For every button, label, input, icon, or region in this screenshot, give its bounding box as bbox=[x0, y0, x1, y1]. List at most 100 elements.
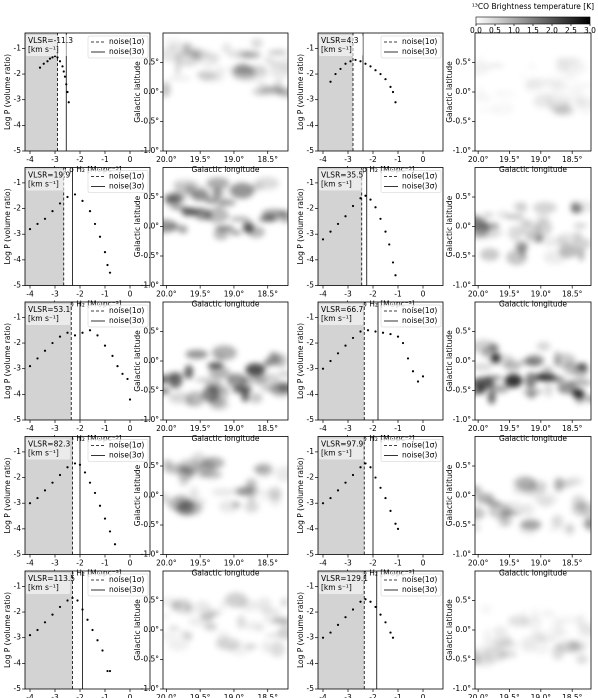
x-tick-label: 19.0° bbox=[531, 693, 552, 698]
data-point bbox=[344, 481, 347, 484]
map-blob bbox=[487, 390, 496, 405]
y-tick-label: -5 bbox=[307, 281, 315, 290]
y-tick-label: 0.5° bbox=[143, 461, 159, 470]
x-axis-label: Galactic longitude bbox=[499, 569, 567, 578]
map-image bbox=[163, 592, 288, 658]
legend-box bbox=[87, 573, 149, 597]
data-point bbox=[73, 193, 77, 196]
data-point bbox=[389, 332, 392, 336]
x-tick-label: 19.0° bbox=[531, 155, 552, 164]
map-blob bbox=[475, 389, 486, 395]
data-point bbox=[389, 85, 392, 88]
data-point bbox=[351, 608, 355, 611]
plot-frame bbox=[317, 436, 444, 555]
colorbar-tick-label: 0.0 bbox=[470, 26, 482, 35]
map-blob bbox=[480, 605, 492, 615]
x-tick-label: 19.5° bbox=[190, 424, 211, 433]
map-blob bbox=[221, 42, 232, 54]
data-point bbox=[336, 352, 340, 355]
x-tick-label: 18.5° bbox=[258, 693, 279, 698]
data-point bbox=[96, 334, 99, 337]
y-axis-label: Log P (volume ratio) bbox=[296, 592, 305, 668]
data-point bbox=[81, 199, 84, 202]
x-axis-label: Galactic longitude bbox=[191, 434, 259, 443]
map-blob bbox=[207, 362, 224, 369]
data-point bbox=[369, 466, 372, 469]
x-tick-label: -1 bbox=[394, 559, 402, 568]
data-point bbox=[336, 489, 340, 492]
map-blob bbox=[564, 362, 577, 376]
map-blob bbox=[484, 222, 500, 230]
map-blob bbox=[261, 640, 271, 654]
plot-frame bbox=[317, 301, 444, 421]
plot-frame bbox=[24, 32, 151, 152]
map-blob bbox=[533, 94, 554, 108]
data-point bbox=[43, 621, 47, 624]
data-point bbox=[51, 210, 54, 213]
data-point bbox=[61, 65, 64, 68]
y-tick-label: 0.5° bbox=[143, 327, 159, 336]
data-point bbox=[51, 56, 54, 59]
map-blob bbox=[549, 82, 570, 92]
data-point bbox=[359, 60, 362, 63]
data-point bbox=[406, 357, 410, 360]
data-point bbox=[78, 463, 82, 466]
x-tick-label: -4 bbox=[26, 693, 34, 698]
x-tick-label: -2 bbox=[76, 290, 84, 299]
map-blob bbox=[492, 626, 509, 636]
legend-box bbox=[380, 573, 442, 597]
x-tick-label: 20.0° bbox=[156, 155, 177, 164]
y-tick-label: 0.0° bbox=[143, 222, 159, 231]
map-blob bbox=[577, 248, 585, 262]
map-blob bbox=[163, 81, 171, 98]
data-point bbox=[43, 349, 47, 352]
data-point bbox=[51, 481, 54, 484]
x-tick-label: -3 bbox=[344, 290, 352, 299]
data-point bbox=[374, 330, 377, 333]
map-image bbox=[475, 200, 591, 266]
annotation: VLSR=35.5 bbox=[321, 171, 363, 180]
x-tick-label: -3 bbox=[344, 155, 352, 164]
map-blob bbox=[189, 49, 209, 59]
map-blob bbox=[520, 519, 542, 530]
data-point bbox=[354, 58, 357, 62]
y-tick-label: 0.0° bbox=[143, 625, 159, 634]
data-point bbox=[103, 344, 107, 347]
map-blob bbox=[239, 599, 259, 612]
map-blob bbox=[236, 615, 246, 630]
data-point bbox=[329, 359, 332, 363]
map-blob bbox=[163, 46, 182, 62]
data-point bbox=[81, 331, 84, 334]
data-point bbox=[344, 215, 347, 218]
y-tick-label: -3 bbox=[307, 364, 315, 373]
data-point bbox=[329, 80, 332, 83]
map-blob bbox=[581, 521, 589, 527]
legend-label: noise(1σ) bbox=[402, 37, 437, 46]
data-point bbox=[65, 83, 68, 86]
colorbar-tick-label: 2.5 bbox=[565, 26, 577, 35]
legend-box bbox=[380, 170, 442, 193]
map-blob bbox=[163, 633, 179, 640]
map-blob bbox=[571, 203, 583, 214]
data-point bbox=[329, 496, 332, 500]
map-blob bbox=[475, 650, 482, 665]
map-blob bbox=[524, 372, 537, 389]
y-axis-label: Log P (volume ratio) bbox=[3, 592, 12, 668]
data-point bbox=[28, 227, 32, 231]
map-blob bbox=[486, 63, 505, 68]
data-point bbox=[36, 357, 39, 360]
data-point bbox=[374, 605, 377, 609]
y-tick-label: -1 bbox=[14, 312, 22, 321]
data-point bbox=[91, 628, 94, 632]
map-blob bbox=[536, 90, 558, 97]
map-blob bbox=[522, 502, 535, 517]
x-axis-label: Log ρ H₂ [M⊙pc⁻³] bbox=[346, 569, 414, 578]
data-point bbox=[359, 600, 362, 603]
map-blob bbox=[554, 56, 581, 64]
map-blob bbox=[234, 487, 253, 496]
y-tick-label: 0.0° bbox=[455, 356, 471, 365]
map-blob bbox=[202, 456, 225, 470]
y-tick-label: -1.0° bbox=[141, 415, 160, 424]
y-tick-label: -1.0° bbox=[141, 550, 160, 559]
data-point bbox=[43, 217, 47, 220]
